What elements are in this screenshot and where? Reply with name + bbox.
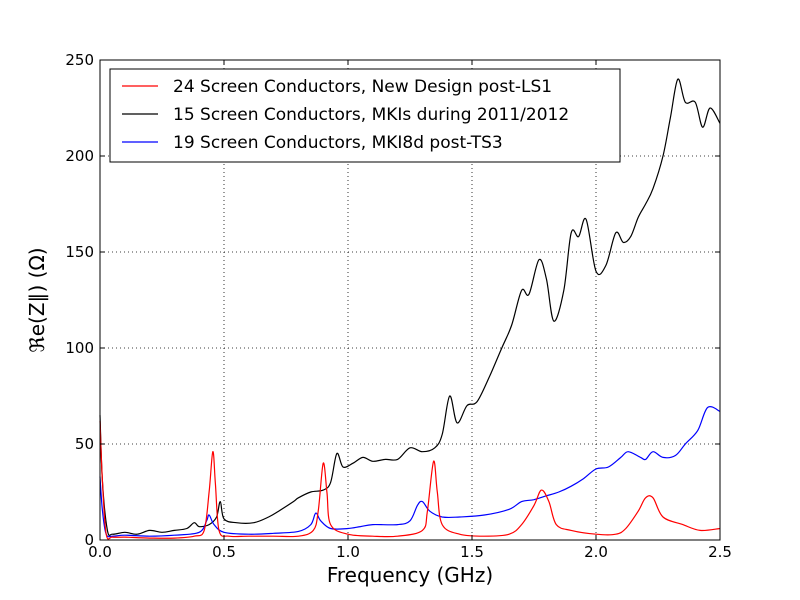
x-axis-title: Frequency (GHz) (327, 563, 493, 587)
legend-label: 15 Screen Conductors, MKIs during 2011/2… (173, 105, 569, 125)
y-axis-title: ℜe(Z∥) (Ω) (25, 247, 49, 352)
legend-label: 24 Screen Conductors, New Design post-LS… (173, 77, 552, 97)
y-tick-label: 0 (84, 531, 94, 549)
plot-frame (99, 59, 721, 541)
x-tick-label: 0.5 (212, 543, 236, 561)
y-tick-label: 100 (65, 339, 94, 357)
legend-label: 19 Screen Conductors, MKI8d post-TS3 (173, 133, 503, 153)
series-line-2 (99, 406, 721, 538)
axis-ticks: 0.0 0.5 1.0 1.5 2.0 2.5 0 50 100 150 200 250 (65, 51, 732, 561)
y-tick-label: 50 (75, 435, 94, 453)
series-line-1 (99, 78, 721, 537)
legend-box (109, 68, 621, 163)
y-tick-label: 150 (65, 243, 94, 261)
x-tick-label: 0.0 (88, 543, 112, 561)
series-layer (99, 78, 721, 540)
x-tick-label: 2.5 (708, 543, 732, 561)
y-tick-label: 200 (65, 147, 94, 165)
x-tick-label: 1.0 (336, 543, 360, 561)
x-tick-label: 1.5 (460, 543, 484, 561)
legend: 24 Screen Conductors, New Design post-LS… (109, 68, 621, 163)
y-tick-label: 250 (65, 51, 94, 69)
series-line-0 (99, 420, 721, 540)
x-tick-label: 2.0 (584, 543, 608, 561)
